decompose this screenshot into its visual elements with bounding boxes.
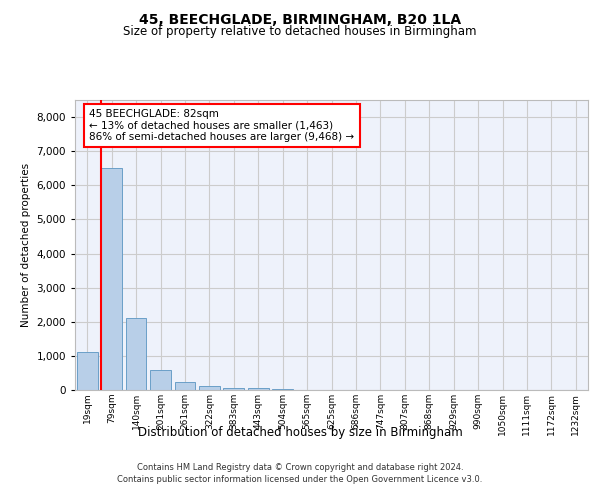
Text: 45 BEECHGLADE: 82sqm
← 13% of detached houses are smaller (1,463)
86% of semi-de: 45 BEECHGLADE: 82sqm ← 13% of detached h… xyxy=(89,109,354,142)
Bar xyxy=(248,388,269,390)
Text: 45, BEECHGLADE, BIRMINGHAM, B20 1LA: 45, BEECHGLADE, BIRMINGHAM, B20 1LA xyxy=(139,12,461,26)
Bar xyxy=(101,168,122,390)
Text: Contains HM Land Registry data © Crown copyright and database right 2024.: Contains HM Land Registry data © Crown c… xyxy=(137,462,463,471)
Bar xyxy=(175,382,196,390)
Bar xyxy=(150,370,171,390)
Text: Size of property relative to detached houses in Birmingham: Size of property relative to detached ho… xyxy=(123,25,477,38)
Text: Contains public sector information licensed under the Open Government Licence v3: Contains public sector information licen… xyxy=(118,475,482,484)
Bar xyxy=(223,388,244,390)
Bar xyxy=(77,352,98,390)
Bar xyxy=(199,386,220,390)
Text: Distribution of detached houses by size in Birmingham: Distribution of detached houses by size … xyxy=(137,426,463,439)
Y-axis label: Number of detached properties: Number of detached properties xyxy=(21,163,31,327)
Bar xyxy=(125,318,146,390)
